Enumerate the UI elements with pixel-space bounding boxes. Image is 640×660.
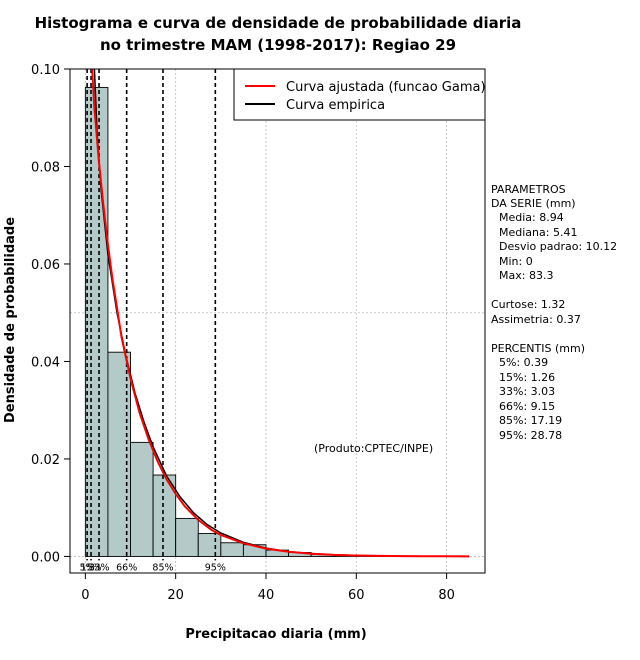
stat-mediana: Mediana: 5.41 <box>499 226 577 239</box>
percentis-header: PERCENTIS (mm) <box>491 342 585 355</box>
stat-desvio: Desvio padrao: 10.12 <box>499 240 617 253</box>
legend: Curva ajustada (funcao Gama) Curva empir… <box>233 68 486 121</box>
y-axis: 0.00 0.02 0.04 0.06 0.08 0.10 <box>31 63 70 565</box>
stats-panel: PARAMETROS DA SERIE (mm) Media: 8.94 Med… <box>491 183 617 442</box>
y-tick-label-0: 0.00 <box>31 550 60 565</box>
legend-label-fitted: Curva ajustada (funcao Gama) <box>286 80 486 95</box>
x-axis-label: Precipitacao diaria (mm) <box>185 627 366 642</box>
x-tick-label-2: 40 <box>258 588 275 603</box>
y-tick-label-3: 0.06 <box>31 258 60 273</box>
histogram-bar-4 <box>175 517 199 557</box>
x-tick-label-4: 80 <box>438 588 455 603</box>
histogram-bar-5 <box>197 533 222 557</box>
stat-max: Max: 83.3 <box>499 269 553 282</box>
histogram-bar-6 <box>220 542 244 557</box>
x-axis: 0 20 40 60 80 <box>81 573 455 603</box>
param-header-2: DA SERIE (mm) <box>491 197 576 210</box>
percentile-label-3: 66% <box>116 562 137 573</box>
chart-title-line-2: no trimestre MAM (1998-2017): Regiao 29 <box>100 36 456 54</box>
stat-media: Media: 8.94 <box>499 211 564 224</box>
histogram-bar-2 <box>130 441 154 557</box>
y-axis-label: Densidade de probabilidade <box>3 217 18 423</box>
percentile-p33: 33%: 3.03 <box>499 385 555 398</box>
stat-curtose: Curtose: 1.32 <box>491 298 565 311</box>
chart-title-line-1: Histograma e curva de densidade de proba… <box>35 14 522 32</box>
percentile-label-1: 15% <box>80 562 101 573</box>
percentile-p15: 15%: 1.26 <box>499 371 555 384</box>
histogram-bar-0 <box>84 87 109 557</box>
y-tick-label-4: 0.08 <box>31 160 60 175</box>
percentile-p5: 5%: 0.39 <box>499 356 548 369</box>
x-tick-label-0: 0 <box>81 588 89 603</box>
percentile-p85: 85%: 17.19 <box>499 414 562 427</box>
histogram-bars <box>84 87 425 557</box>
percentile-p66: 66%: 9.15 <box>499 400 555 413</box>
percentile-label-0: 5% <box>80 562 95 573</box>
y-tick-label-1: 0.02 <box>31 453 60 468</box>
percentile-label-5: 95% <box>205 562 226 573</box>
curves-layer <box>91 68 470 558</box>
credit-text: (Produto:CPTEC/INPE) <box>314 442 433 455</box>
param-header-1: PARAMETROS <box>491 183 566 196</box>
x-tick-label-3: 60 <box>348 588 365 603</box>
percentile-label-2: 33% <box>88 562 109 573</box>
fitted-curve <box>91 68 470 558</box>
stat-assimetria: Assimetria: 0.37 <box>491 313 581 326</box>
percentile-p95: 95%: 28.78 <box>499 429 562 442</box>
legend-box <box>233 68 486 121</box>
x-tick-label-1: 20 <box>167 588 184 603</box>
stat-min: Min: 0 <box>499 255 533 268</box>
y-tick-label-2: 0.04 <box>31 355 60 370</box>
percentile-lines: 5%15%33% 66% 85% 95% <box>80 69 226 573</box>
percentile-label-4: 85% <box>152 562 173 573</box>
y-tick-label-5: 0.10 <box>31 63 60 78</box>
legend-label-empirical: Curva empirica <box>286 98 385 113</box>
